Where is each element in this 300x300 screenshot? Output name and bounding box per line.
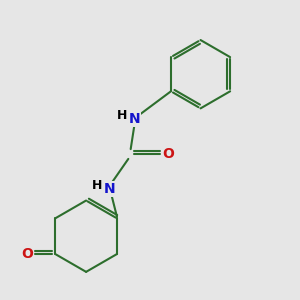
- Text: O: O: [21, 247, 33, 261]
- Text: H: H: [92, 178, 102, 192]
- Text: N: N: [103, 182, 115, 196]
- Text: O: O: [162, 148, 174, 161]
- Text: H: H: [117, 109, 128, 122]
- Text: N: N: [129, 112, 140, 126]
